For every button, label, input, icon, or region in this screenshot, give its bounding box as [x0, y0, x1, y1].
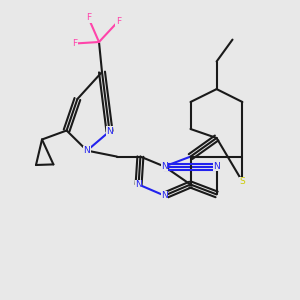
Text: N: N [161, 162, 168, 171]
Text: N: N [106, 127, 113, 136]
Text: S: S [239, 177, 245, 186]
Text: F: F [72, 39, 78, 48]
Text: N: N [135, 180, 142, 189]
Text: F: F [116, 16, 121, 26]
Text: N: N [161, 191, 168, 200]
Text: N: N [213, 162, 220, 171]
Text: N: N [84, 146, 90, 155]
Text: F: F [86, 14, 91, 22]
